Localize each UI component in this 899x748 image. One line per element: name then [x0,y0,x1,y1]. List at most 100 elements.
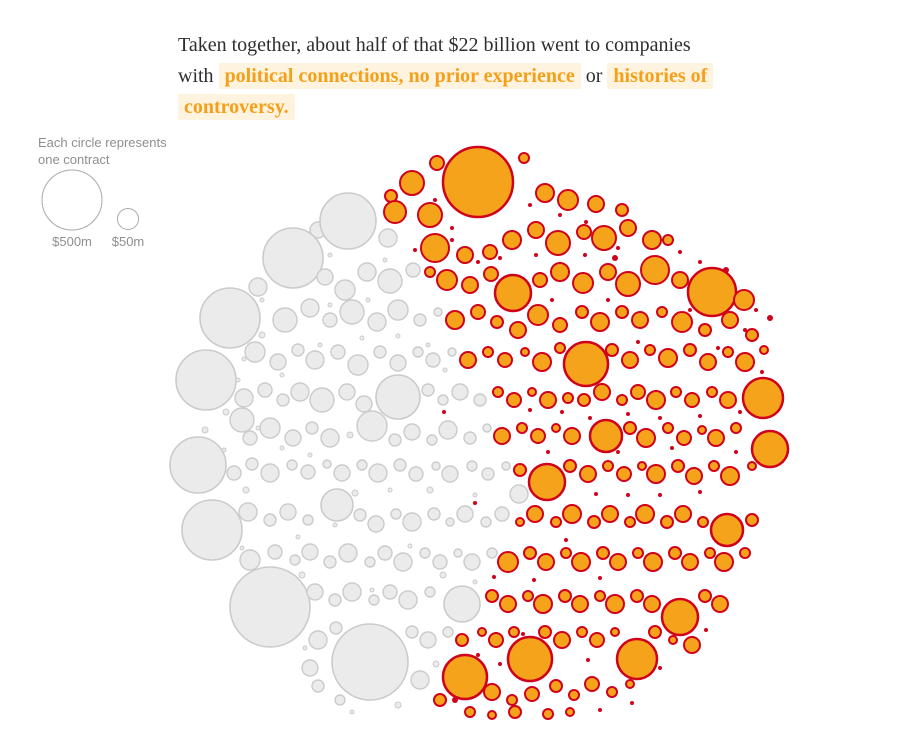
contract-bubble [424,586,436,598]
contract-bubble [330,344,346,360]
contract-bubble [646,390,666,410]
contract-bubble [387,487,393,493]
contract-bubble [334,279,356,301]
contract-bubble [339,299,365,325]
contract-bubble [670,446,674,450]
contract-bubble [545,230,571,256]
headline-highlight: controversy. [178,94,295,120]
contract-bubble [263,513,277,527]
contract-bubble [442,367,448,373]
legend-size-scale: $500m $50m [41,169,144,249]
contract-bubble [624,516,636,528]
contract-bubble [493,427,511,445]
contract-bubble [364,556,376,568]
contract-bubble [328,593,342,607]
contract-bubble [417,202,443,228]
contract-bubble [550,298,554,302]
contract-bubble [300,464,316,480]
contract-bubble [513,463,527,477]
contract-bubble [697,516,709,528]
contract-bubble [760,370,764,374]
contract-bubble [527,462,567,502]
contract-bubble [602,460,614,472]
contract-bubble [681,553,699,571]
contract-bubble [459,351,477,369]
contract-bubble [623,421,637,435]
contract-bubble [550,516,562,528]
headline-highlight: political connections, no prior experien… [218,63,581,89]
contract-bubble [333,464,351,482]
contract-bubble [670,386,682,398]
contract-bubble [706,386,718,398]
contract-bubble [334,694,346,706]
contract-bubble [413,248,417,252]
contract-bubble [698,323,712,337]
contract-bubble [369,587,375,593]
contract-bubble [615,637,659,681]
contract-bubble [306,583,324,601]
contract-bubble [738,410,742,414]
contract-bubble [295,534,301,540]
contract-bubble [482,423,492,433]
contract-bubble [588,416,592,420]
contract-bubble [269,353,287,371]
contract-bubble [332,522,338,528]
contract-bubble [711,595,729,613]
contract-bubble [477,627,487,637]
contract-bubble [441,653,489,701]
contract-bubble [248,277,268,297]
contract-bubble [662,234,674,246]
contract-bubble [648,625,662,639]
contract-bubble [450,226,454,230]
contract-bubble [660,597,700,637]
contract-bubble [359,335,365,341]
contract-bubble [630,384,646,400]
contract-bubble [750,429,790,469]
legend: Each circle represents one contract [38,134,188,168]
contract-bubble [636,340,640,344]
contract-bubble [437,394,449,406]
contract-bubble [259,297,265,303]
contract-bubble [327,302,333,308]
contract-bubble [483,683,501,701]
contract-bubble [558,589,572,603]
contract-bubble [470,304,486,320]
contract-bubble [239,545,245,551]
contract-bubble [719,391,737,409]
contract-bubble [169,436,227,494]
contract-bubble [329,621,343,635]
contract-bubble [308,630,328,650]
contract-bubble [421,383,435,397]
contract-bubble [568,689,580,701]
contract-bubble [320,428,340,448]
contract-bubble [201,426,209,434]
contract-bubble [688,308,692,312]
contract-bubble [524,686,540,702]
contract-bubble [506,694,518,706]
contract-bubble [342,582,362,602]
contract-bubble [405,625,419,639]
contract-bubble [683,343,697,357]
contract-bubble [322,312,338,328]
contract-bubble [589,632,605,648]
contract-bubble [357,262,377,282]
contract-bubble [697,425,707,435]
contract-bubble [289,554,301,566]
contract-bubble [493,273,533,313]
contract-bubble [382,584,398,600]
contract-bubble [579,465,597,483]
contract-bubble [630,589,644,603]
contract-bubble [436,269,458,291]
contract-bubble [754,308,758,312]
contract-bubble [286,459,298,471]
contract-bubble [626,412,630,416]
contract-bubble [656,306,668,318]
contract-bubble [445,310,465,330]
contract-bubble [632,547,644,559]
contract-bubble [181,499,243,561]
contract-bubble [425,352,441,368]
contract-bubble [461,276,479,294]
contract-bubble [244,341,266,363]
contract-bubble [367,312,387,332]
contract-bubble [747,461,757,471]
